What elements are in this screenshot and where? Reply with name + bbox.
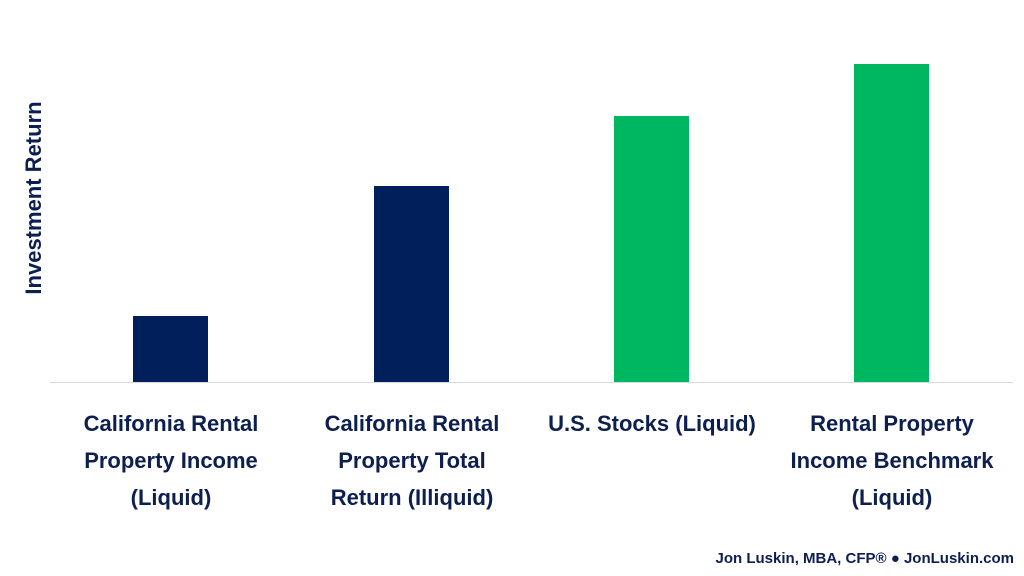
x-tick-label-rental-income-benchmark: Rental Property Income Benchmark (Liquid… bbox=[790, 411, 994, 510]
x-tick-label-ca-rental-income: California Rental Property Income (Liqui… bbox=[83, 411, 259, 510]
bar-rental-income-benchmark bbox=[854, 64, 929, 382]
bar-ca-rental-income bbox=[133, 316, 208, 382]
author-credit: Jon Luskin, MBA, CFP® ● JonLuskin.com bbox=[715, 550, 1014, 567]
bar-ca-rental-total-return bbox=[374, 186, 449, 382]
x-tick-label-us-stocks: U.S. Stocks (Liquid) bbox=[548, 411, 756, 436]
x-tick-label-ca-rental-total-return: California Rental Property Total Return … bbox=[324, 411, 500, 510]
bar-us-stocks bbox=[614, 116, 689, 382]
x-axis-line bbox=[50, 382, 1013, 383]
y-axis-label: Investment Return bbox=[21, 101, 46, 295]
